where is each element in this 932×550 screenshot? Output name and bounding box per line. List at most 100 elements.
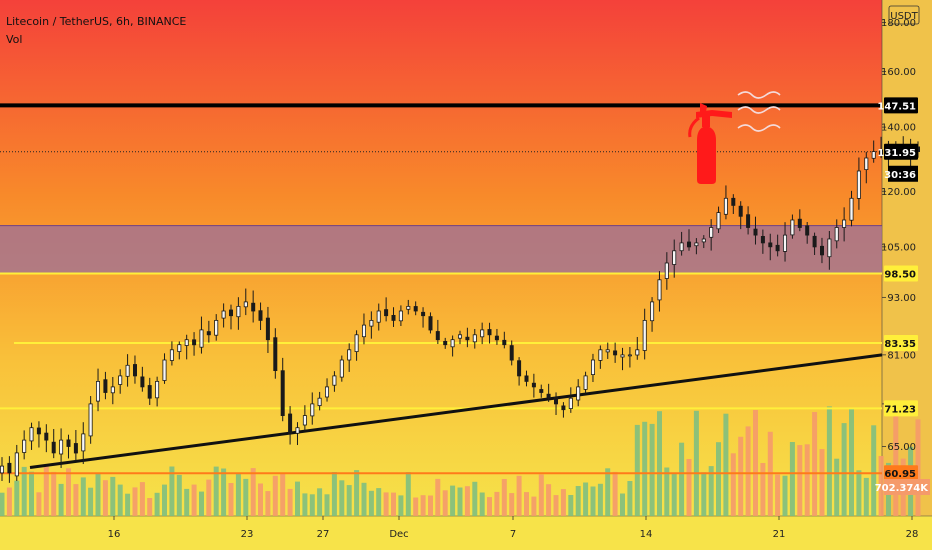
candle-body: [221, 310, 226, 319]
candle-body: [768, 242, 773, 248]
candle-body: [502, 339, 507, 346]
candle-body: [295, 427, 300, 434]
candle-body: [509, 345, 514, 361]
price-label-text: 147.51: [877, 101, 916, 112]
candle-body: [465, 336, 470, 341]
volume-bar: [863, 477, 869, 516]
volume-bar: [590, 486, 596, 516]
volume-bar: [228, 483, 234, 516]
volume-bar: [43, 466, 49, 516]
volume-bar: [243, 478, 249, 516]
volume-bar: [893, 410, 899, 516]
volume-bar: [309, 494, 315, 516]
countdown-box: [888, 165, 918, 182]
volume-bar: [450, 485, 456, 516]
candle-body: [827, 238, 832, 258]
candle-body: [96, 380, 101, 402]
candle-body: [561, 405, 566, 411]
volume-bar: [849, 407, 854, 516]
volume-bar: [745, 426, 751, 516]
candle-body: [457, 334, 462, 339]
candle-body: [265, 317, 270, 341]
volume-value-label: 702.374K: [875, 479, 930, 495]
volume-bar: [206, 479, 212, 516]
volume-bar: [538, 474, 544, 516]
ascending-trendline: [29, 353, 883, 469]
spray-line: [737, 124, 781, 132]
volume-bar: [723, 413, 729, 516]
volume-bar: [29, 471, 34, 516]
price-label-box: [884, 265, 918, 282]
volume-bar: [235, 473, 241, 516]
volume-bar: [834, 458, 840, 516]
volume-bar: [428, 495, 433, 516]
volume-bar: [753, 410, 758, 516]
volume-bar: [531, 496, 537, 516]
candle-body: [81, 433, 86, 452]
candle-body: [627, 354, 632, 357]
price-label-box: [884, 400, 918, 417]
volume-bar: [346, 485, 352, 516]
candle-body: [14, 452, 19, 477]
price-label-text: 60.95: [884, 469, 916, 480]
candle-body: [376, 310, 381, 323]
candle-body: [790, 219, 795, 236]
candle-body: [650, 301, 655, 322]
volume-bar: [302, 493, 308, 516]
candle-body: [110, 386, 115, 394]
volume-bar: [878, 456, 884, 516]
candle-body: [36, 427, 41, 435]
price-label: 98.50: [884, 265, 918, 282]
candle-body: [613, 350, 618, 356]
candle-body: [450, 339, 455, 348]
volume-bar: [191, 484, 197, 516]
volume-bar: [560, 489, 566, 516]
volume-bar: [716, 442, 721, 516]
candle-body: [605, 349, 610, 353]
candle-body: [147, 385, 152, 399]
candle-body: [642, 319, 647, 351]
volume-bar: [139, 482, 145, 516]
volume-bar: [413, 497, 419, 516]
candle-body: [66, 439, 71, 447]
volume-bar: [6, 487, 12, 516]
candle-body: [118, 375, 123, 385]
volume-bar: [435, 478, 441, 516]
volume-bar: [110, 476, 116, 516]
volume-bar: [354, 470, 360, 516]
volume-bar: [686, 459, 692, 516]
candle-body: [413, 306, 418, 312]
volume-bar: [524, 492, 529, 516]
candle-body: [783, 234, 788, 252]
candle-body: [568, 397, 573, 410]
candle-body: [288, 413, 293, 435]
candle-body: [29, 427, 34, 442]
price-axis-background: [882, 0, 932, 516]
candle-body: [709, 227, 714, 238]
volume-bar: [14, 480, 20, 516]
price-tick-label: 180.00: [881, 18, 916, 29]
price-tick-label: 120.00: [881, 187, 916, 198]
candle-body: [672, 250, 677, 265]
volume-bar: [51, 471, 57, 516]
volume-bar: [819, 449, 825, 516]
chart-title: Litecoin / TetherUS, 6h, BINANCE: [6, 15, 186, 28]
volume-bar: [125, 493, 131, 516]
candle-body: [753, 228, 758, 236]
spray-lines-icon: [737, 91, 781, 132]
candle-body: [539, 389, 544, 393]
candle-body: [88, 403, 93, 437]
candle-body: [103, 379, 108, 393]
volume-bar: [213, 466, 219, 516]
volume-bar: [856, 470, 862, 516]
fire-extinguisher-icon: [688, 103, 732, 184]
volume-bar: [169, 466, 175, 516]
price-tick-label: 105.00: [881, 242, 916, 253]
volume-bar: [102, 480, 108, 516]
candle-body: [184, 339, 189, 346]
candle-body: [812, 235, 817, 248]
currency-badge[interactable]: USDT: [888, 5, 920, 25]
candle-body: [775, 244, 780, 252]
price-label: 71.23: [884, 400, 918, 417]
